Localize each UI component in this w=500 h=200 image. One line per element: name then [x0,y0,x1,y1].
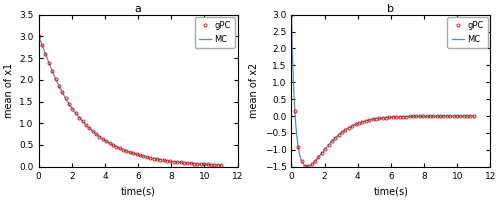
gPC [312,160,318,162]
gPC [288,13,294,16]
gPC [56,85,62,87]
MC [361,120,367,123]
MC [404,115,409,118]
gPC [326,144,332,146]
gPC [336,134,342,136]
MC [218,164,224,166]
gPC [454,115,460,117]
MC [420,115,426,117]
MC [108,143,114,145]
MC [311,161,317,164]
Y-axis label: mean of x1: mean of x1 [4,63,14,118]
Legend: gPC, MC: gPC, MC [448,17,488,48]
MC [168,160,173,162]
MC [348,125,354,128]
gPC [70,108,75,110]
gPC [306,165,312,167]
MC [288,13,294,16]
MC [471,115,477,117]
Legend: gPC, MC: gPC, MC [194,17,235,48]
gPC [80,120,86,123]
MC [58,88,64,90]
MC [150,157,156,160]
gPC [214,164,220,166]
Line: MC: MC [292,15,474,166]
X-axis label: time(s): time(s) [120,186,156,196]
gPC [471,115,477,117]
gPC [468,115,473,117]
X-axis label: time(s): time(s) [374,186,408,196]
gPC [360,121,366,123]
Line: gPC: gPC [37,35,222,167]
Line: gPC: gPC [290,13,476,168]
MC [36,35,42,38]
gPC [198,163,204,165]
MC [304,165,310,168]
Title: b: b [388,4,394,14]
Line: MC: MC [38,36,221,165]
Y-axis label: mean of x2: mean of x2 [249,63,259,118]
gPC [103,140,109,142]
gPC [36,35,42,38]
gPC [218,164,224,166]
MC [95,134,101,137]
MC [422,115,428,117]
MC [168,160,174,163]
Title: a: a [134,4,141,14]
